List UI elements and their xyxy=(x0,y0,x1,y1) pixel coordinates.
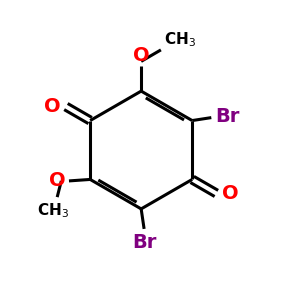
Text: Br: Br xyxy=(216,107,240,126)
Text: O: O xyxy=(222,184,238,203)
Text: O: O xyxy=(133,46,149,65)
Text: O: O xyxy=(44,97,61,116)
Text: CH$_3$: CH$_3$ xyxy=(37,202,69,220)
Text: O: O xyxy=(49,170,65,190)
Text: CH$_3$: CH$_3$ xyxy=(164,30,196,49)
Text: Br: Br xyxy=(132,233,156,252)
